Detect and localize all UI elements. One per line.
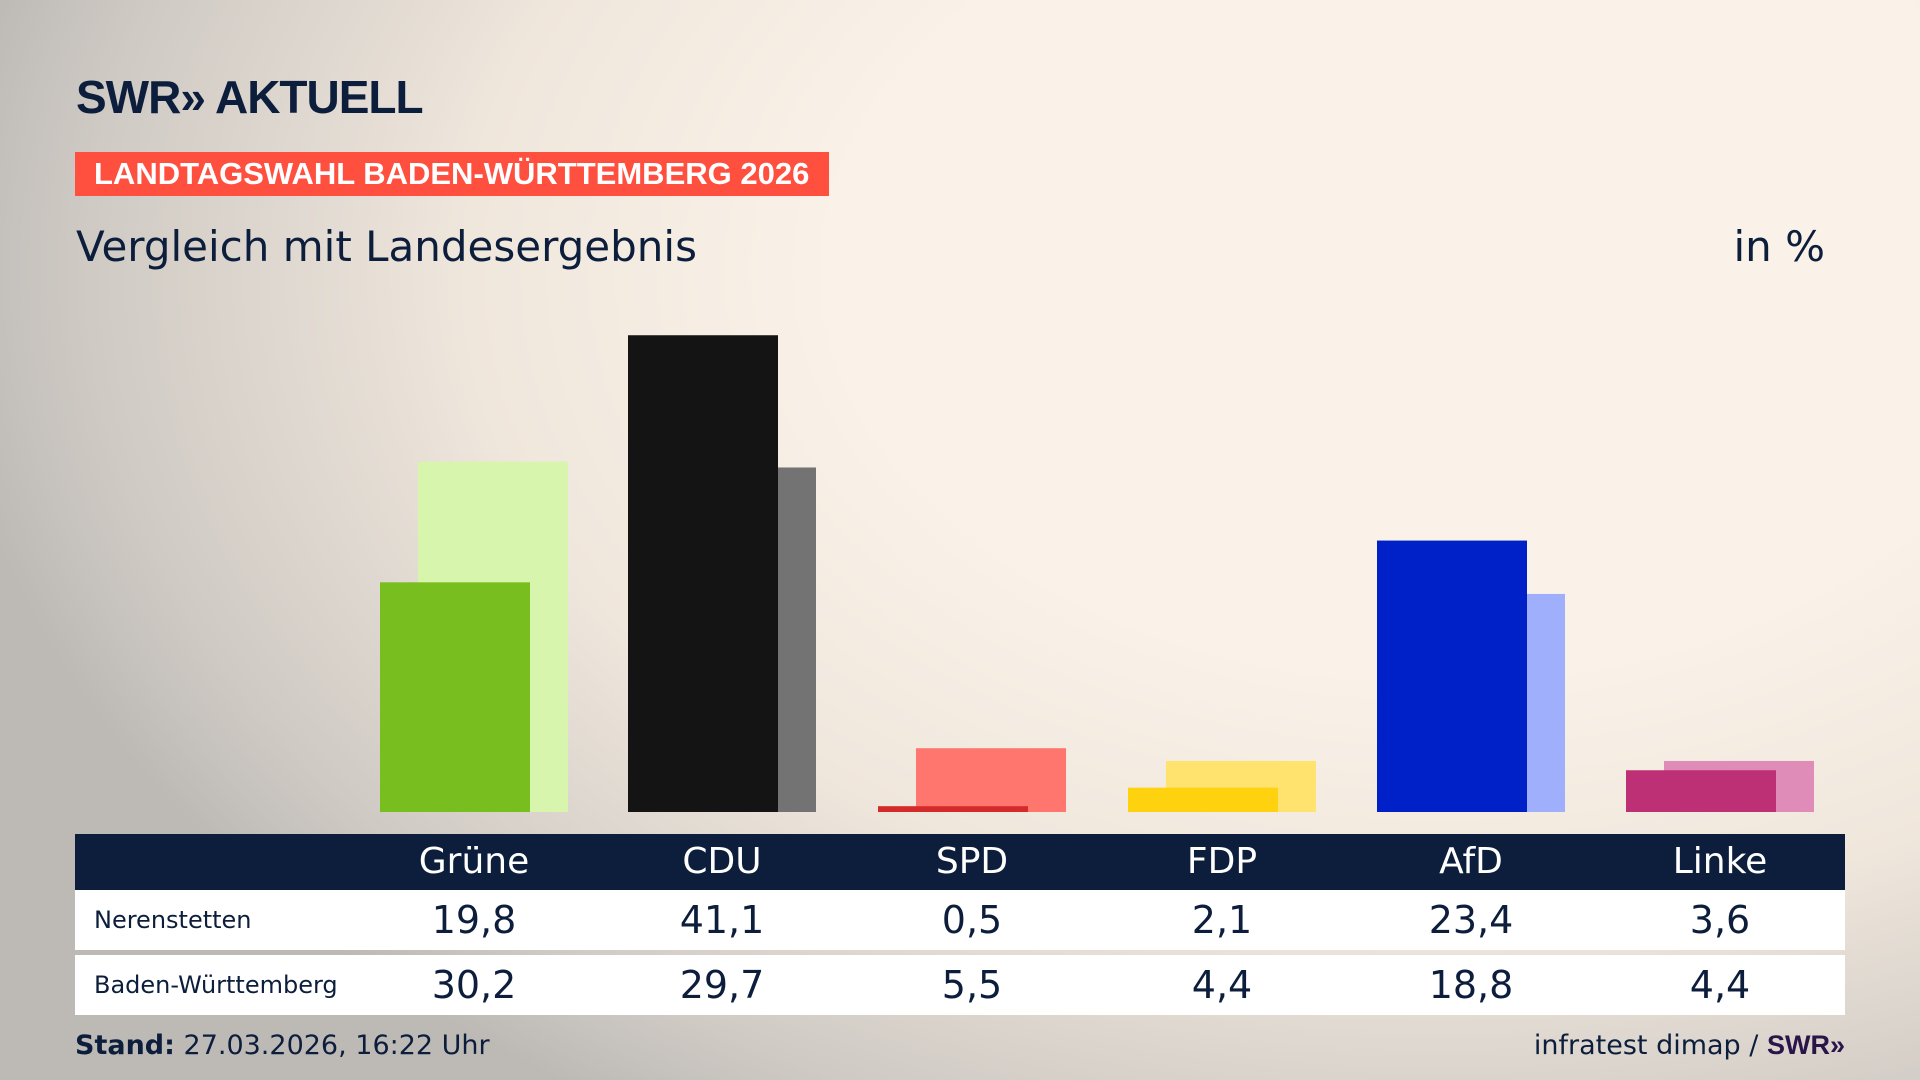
value-state: 30,2 [431, 963, 517, 1007]
column-header: Linke [1672, 841, 1768, 882]
value-local: 2,1 [1191, 898, 1253, 942]
value-state: 4,4 [1689, 963, 1751, 1007]
bar-local-cdu [628, 335, 778, 812]
value-state: 29,7 [679, 963, 765, 1007]
bar-state-spd [916, 748, 1066, 812]
column-header: Grüne [418, 841, 530, 882]
unit-label: in % [1733, 222, 1825, 271]
bar-local-spd [878, 806, 1028, 812]
source-text: infratest dimap / [1533, 1030, 1759, 1061]
column-header: AfD [1439, 841, 1503, 882]
table-row: Nerenstetten 19,8 41,1 0,5 2,1 23,4 3,6 [75, 890, 1845, 950]
chart-subtitle: Vergleich mit Landesergebnis [76, 222, 697, 271]
column-header: FDP [1186, 841, 1258, 882]
value-local: 3,6 [1689, 898, 1751, 942]
swr-logo: SWR» [1766, 1030, 1845, 1060]
swr-aktuell-logo: SWR» AKTUELL [76, 71, 424, 123]
timestamp: Stand: 27.03.2026, 16:22 Uhr [75, 1030, 490, 1061]
bar-local-grüne [380, 582, 530, 812]
column-header: CDU [682, 841, 762, 882]
value-local: 0,5 [941, 898, 1003, 942]
column-header: SPD [935, 841, 1009, 882]
value-local: 19,8 [431, 898, 517, 942]
value-state: 18,8 [1428, 963, 1514, 1007]
bar-local-linke [1626, 770, 1776, 812]
source: infratest dimap / SWR» [1534, 1030, 1845, 1061]
election-banner: LANDTAGSWAHL BADEN-WÜRTTEMBERG 2026 [75, 152, 829, 196]
stand-value: 27.03.2026, 16:22 Uhr [183, 1030, 490, 1061]
value-local: 41,1 [679, 898, 765, 942]
bar-local-afd [1377, 540, 1527, 812]
value-state: 4,4 [1191, 963, 1253, 1007]
value-state: 5,5 [941, 963, 1003, 1007]
table-row: Baden-Württemberg 30,2 29,7 5,5 4,4 18,8 4,4 [75, 955, 1845, 1015]
row-label: Baden-Württemberg [94, 971, 338, 999]
results-table: Grüne CDU SPD FDP AfD Linke Nerenstetten 19,8… [75, 834, 1845, 1015]
row-label: Nerenstetten [94, 906, 252, 934]
bar-chart [380, 335, 1814, 812]
bar-local-fdp [1128, 787, 1278, 812]
stand-label: Stand: [75, 1030, 175, 1061]
table-header: Grüne CDU SPD FDP AfD Linke [75, 834, 1845, 890]
value-local: 23,4 [1428, 898, 1514, 942]
